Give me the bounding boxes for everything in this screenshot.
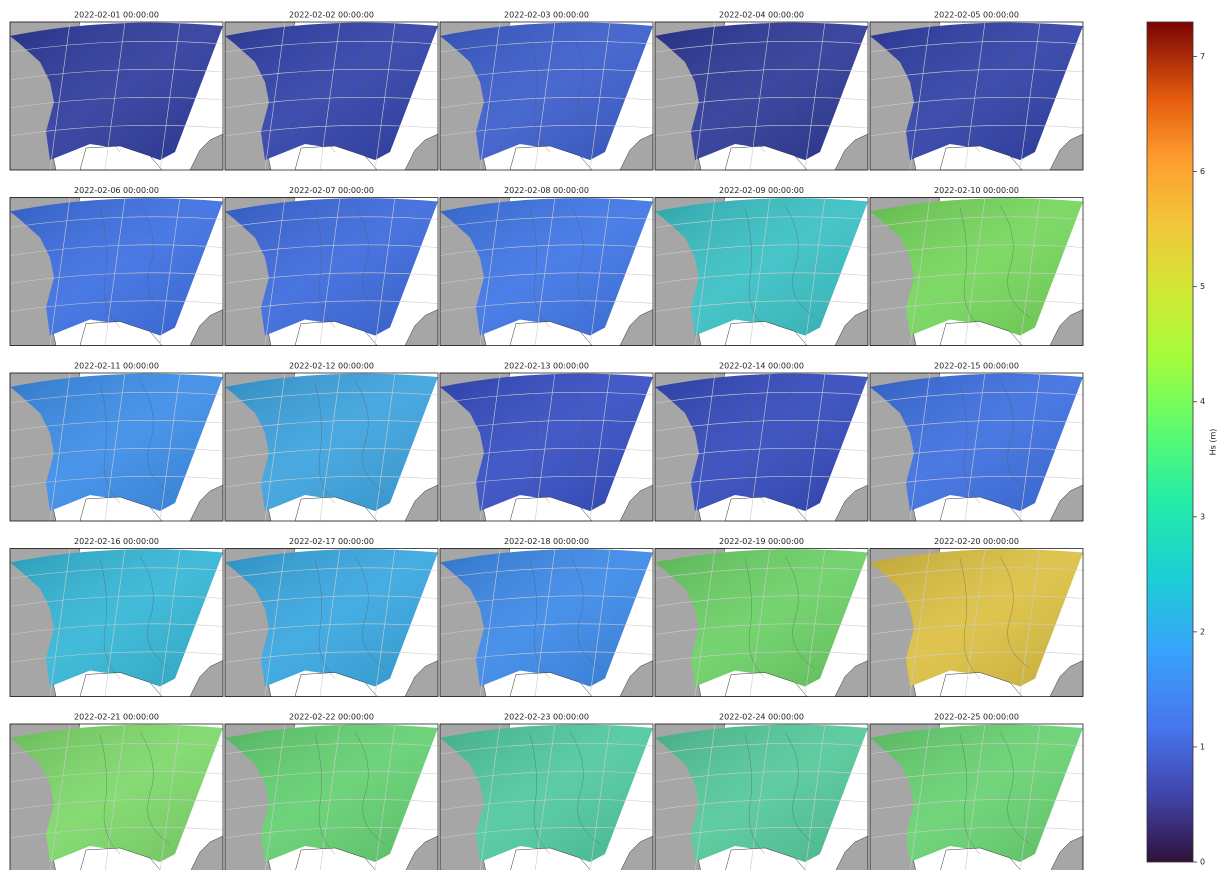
- map-panel: 2022-02-25 00:00:00: [870, 713, 1083, 870]
- colorbar-tick-label: 2: [1200, 627, 1205, 636]
- map-panel: 2022-02-17 00:00:00: [225, 537, 438, 697]
- map-panel: 2022-02-21 00:00:00: [10, 713, 223, 870]
- map-panel: 2022-02-01 00:00:00: [10, 11, 223, 171]
- map-panel: 2022-02-12 00:00:00: [225, 362, 438, 522]
- map-panel: 2022-02-07 00:00:00: [225, 186, 438, 346]
- panel-title: 2022-02-12 00:00:00: [289, 362, 374, 371]
- map-panel: 2022-02-03 00:00:00: [440, 11, 653, 171]
- map-panel: 2022-02-09 00:00:00: [655, 186, 868, 346]
- panel-title: 2022-02-20 00:00:00: [934, 537, 1019, 546]
- colorbar: Hs (m) 0 1 2 3 4 5 6 7: [1147, 22, 1218, 867]
- map-panel: 2022-02-15 00:00:00: [870, 362, 1083, 522]
- panel-title: 2022-02-13 00:00:00: [504, 362, 589, 371]
- colorbar-tick-label: 7: [1200, 52, 1205, 61]
- panel-title: 2022-02-01 00:00:00: [74, 11, 159, 20]
- panel-title: 2022-02-19 00:00:00: [719, 537, 804, 546]
- panel-title: 2022-02-18 00:00:00: [504, 537, 589, 546]
- map-panel: 2022-02-23 00:00:00: [440, 713, 653, 870]
- map-panel: 2022-02-20 00:00:00: [870, 537, 1083, 697]
- map-panel: 2022-02-08 00:00:00: [440, 186, 653, 346]
- colorbar-tick-label: 3: [1200, 512, 1205, 521]
- panel-title: 2022-02-02 00:00:00: [289, 11, 374, 20]
- colorbar-label: Hs (m): [1209, 429, 1218, 456]
- map-panel: 2022-02-18 00:00:00: [440, 537, 653, 697]
- colorbar-tick-label: 6: [1200, 167, 1205, 176]
- panel-title: 2022-02-04 00:00:00: [719, 11, 804, 20]
- map-panel: 2022-02-22 00:00:00: [225, 713, 438, 870]
- panel-title: 2022-02-03 00:00:00: [504, 11, 589, 20]
- panel-title: 2022-02-11 00:00:00: [74, 362, 159, 371]
- map-panel: 2022-02-13 00:00:00: [440, 362, 653, 522]
- panel-title: 2022-02-17 00:00:00: [289, 537, 374, 546]
- panel-title: 2022-02-15 00:00:00: [934, 362, 1019, 371]
- map-panel: 2022-02-05 00:00:00: [870, 11, 1083, 171]
- panel-title: 2022-02-25 00:00:00: [934, 713, 1019, 722]
- colorbar-tick-label: 5: [1200, 282, 1205, 291]
- panel-title: 2022-02-22 00:00:00: [289, 713, 374, 722]
- map-panel: 2022-02-19 00:00:00: [655, 537, 868, 697]
- map-panel: 2022-02-04 00:00:00: [655, 11, 868, 171]
- panel-title: 2022-02-10 00:00:00: [934, 186, 1019, 195]
- map-panel: 2022-02-02 00:00:00: [225, 11, 438, 171]
- panel-title: 2022-02-16 00:00:00: [74, 537, 159, 546]
- panel-title: 2022-02-08 00:00:00: [504, 186, 589, 195]
- panel-title: 2022-02-06 00:00:00: [74, 186, 159, 195]
- panel-title: 2022-02-05 00:00:00: [934, 11, 1019, 20]
- panel-title: 2022-02-07 00:00:00: [289, 186, 374, 195]
- panel-title: 2022-02-21 00:00:00: [74, 713, 159, 722]
- panels: 2022-02-01 00:00:00 2022-02-02 00:00:00 20…: [10, 11, 1083, 870]
- map-panel: 2022-02-24 00:00:00: [655, 713, 868, 870]
- panel-title: 2022-02-14 00:00:00: [719, 362, 804, 371]
- colorbar-tick-label: 0: [1200, 858, 1205, 867]
- colorbar-tick-label: 1: [1200, 742, 1205, 751]
- figure: 2022-02-01 00:00:002022-02-02 00:00:0020…: [0, 0, 1220, 870]
- map-panel: 2022-02-06 00:00:00: [10, 186, 223, 346]
- colorbar-gradient: [1147, 22, 1193, 862]
- map-panel: 2022-02-11 00:00:00: [10, 362, 223, 522]
- panel-title: 2022-02-09 00:00:00: [719, 186, 804, 195]
- map-panel: 2022-02-10 00:00:00: [870, 186, 1083, 346]
- map-panel: 2022-02-16 00:00:00: [10, 537, 223, 697]
- colorbar-tick-label: 4: [1200, 397, 1205, 406]
- panel-title: 2022-02-24 00:00:00: [719, 713, 804, 722]
- panel-title: 2022-02-23 00:00:00: [504, 713, 589, 722]
- map-panel: 2022-02-14 00:00:00: [655, 362, 868, 522]
